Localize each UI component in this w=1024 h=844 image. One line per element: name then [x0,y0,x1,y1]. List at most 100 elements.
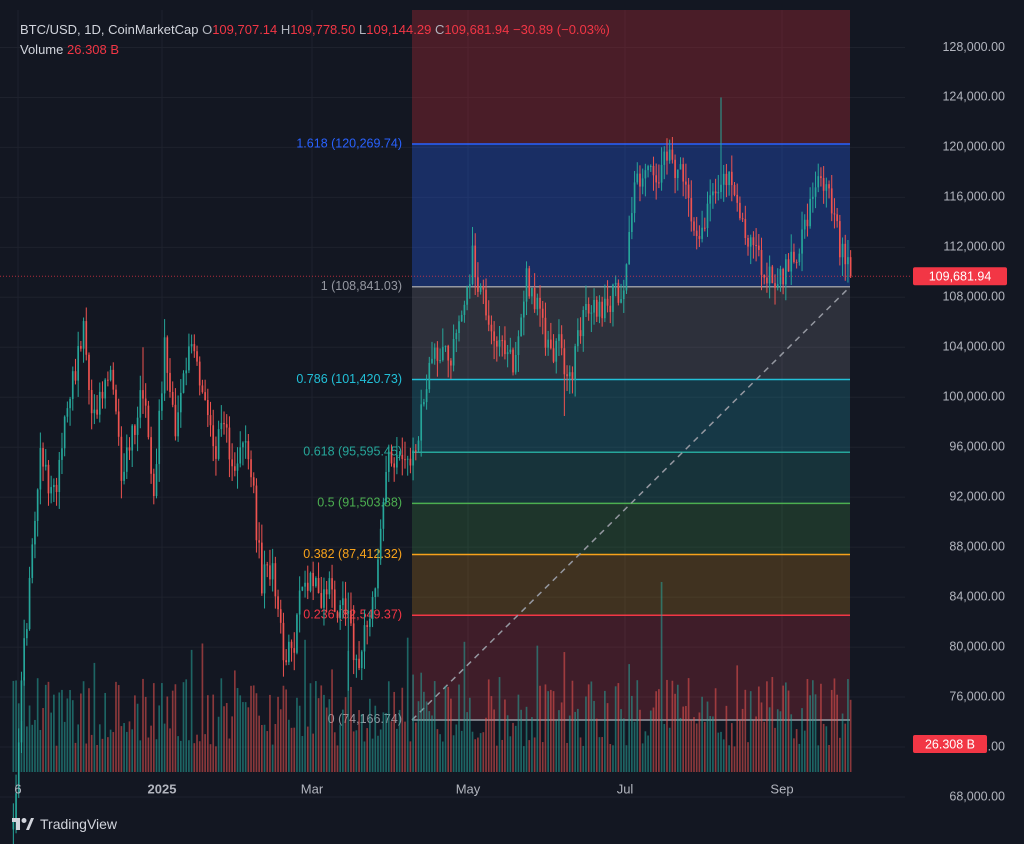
candle-body [568,372,571,377]
fib-zone [412,144,850,287]
candle-body [185,370,188,374]
tradingview-logo[interactable]: TradingView [12,816,117,832]
volume-bar [728,745,730,772]
candle-body [304,582,306,587]
volume-bar [436,729,439,772]
volume-bar [725,705,728,772]
candle-body [560,334,563,349]
volume-bar [333,732,336,772]
volume-bar [663,723,666,772]
volume-bar [71,700,74,772]
y-tick-label: 124,000.00 [942,90,1005,104]
candle-body [423,402,425,405]
volume-bar [347,650,350,772]
candle-body [342,598,344,606]
candle-body [242,442,244,448]
volume-bar [198,741,201,772]
candle-body [366,625,369,627]
candle-body [828,184,830,189]
fib-level-label: 0.236 (82,549.37) [303,608,402,622]
volume-bar [53,694,55,772]
candle-body [28,577,31,630]
volume-bar [466,712,468,772]
candle-body [517,336,520,355]
volume-bar [282,685,285,772]
volume-tag [913,735,987,753]
volume-bar [423,691,425,772]
volume-bar [69,690,71,772]
volume-bar [290,727,293,772]
volume-label[interactable]: Volume [20,42,64,57]
candle-body [612,284,614,312]
candle-body [239,447,242,464]
volume-bar [477,737,479,772]
volume-bar [566,742,568,772]
fib-trend-line[interactable] [411,286,851,721]
candle-body [177,412,179,437]
candle-body [506,352,509,355]
candle-body [498,340,501,347]
volume-bar [255,693,258,772]
volume-bar [479,733,482,772]
candle-body [693,221,695,231]
x-tick-label: May [456,781,481,796]
candle-body [660,164,663,183]
fibonacci-retracement[interactable]: 1.618 (120,269.74) 1 (108,841.03) 0.786 (1… [296,10,851,726]
candle-body [171,391,174,405]
candle-body [649,165,652,167]
candle-body [614,282,617,285]
candle-body [749,237,752,247]
volume-bar [104,692,107,772]
price-axis[interactable]: 128,000.00 124,000.00 120,000.00 116,000.00… [942,40,1005,804]
time-axis[interactable]: 6 2025 Mar May Jul Sep [14,781,793,796]
volume-bar [166,696,169,772]
symbol-title[interactable]: BTC/USD, 1D, CoinMarketCap [20,22,199,37]
volume-bar [517,694,520,772]
volume-bar [660,582,663,772]
candle-body [604,298,606,319]
candle-body [190,344,193,347]
volume-bar [144,696,147,772]
volume-bar [306,726,309,772]
volume-bar [369,698,371,772]
y-tick-label: 92,000.00 [949,489,1005,503]
volume-bar [795,729,798,772]
candle-body [34,520,36,545]
candle-body [169,372,171,392]
candle-body [676,169,679,179]
volume-bar [233,670,236,772]
candle-body [96,409,98,415]
volume-bar [163,723,166,772]
candle-body [320,593,323,608]
y-tick-label: 108,000.00 [942,290,1005,304]
y-tick-label: 80,000.00 [949,639,1005,653]
volume-bar [431,715,433,772]
candle-body [69,398,71,409]
candle-body [71,371,74,399]
candle-body [841,243,844,258]
volume-bar [417,701,420,772]
candle-body [682,164,685,182]
candle-body [374,588,377,598]
candle-body [363,625,366,652]
candle-body [806,219,809,227]
candle-body [433,347,436,359]
fib-level-label: 0.382 (87,412.32) [303,547,402,561]
candle-body [150,437,152,474]
volume-bar [633,721,636,772]
volume-bar [544,684,547,772]
candle-body [663,151,666,165]
candle-body [701,227,703,239]
volume-bar [428,711,431,772]
candle-body [825,184,828,191]
volume-bar [784,682,787,772]
volume-bar [671,680,674,772]
volume-bar [452,735,455,772]
y-tick-label: 104,000.00 [942,340,1005,354]
volume-bar [493,709,495,772]
fib-zone [412,615,850,720]
candle-body [23,638,25,681]
y-tick-label: 68,000.00 [949,789,1005,803]
volume-bar [115,681,117,772]
